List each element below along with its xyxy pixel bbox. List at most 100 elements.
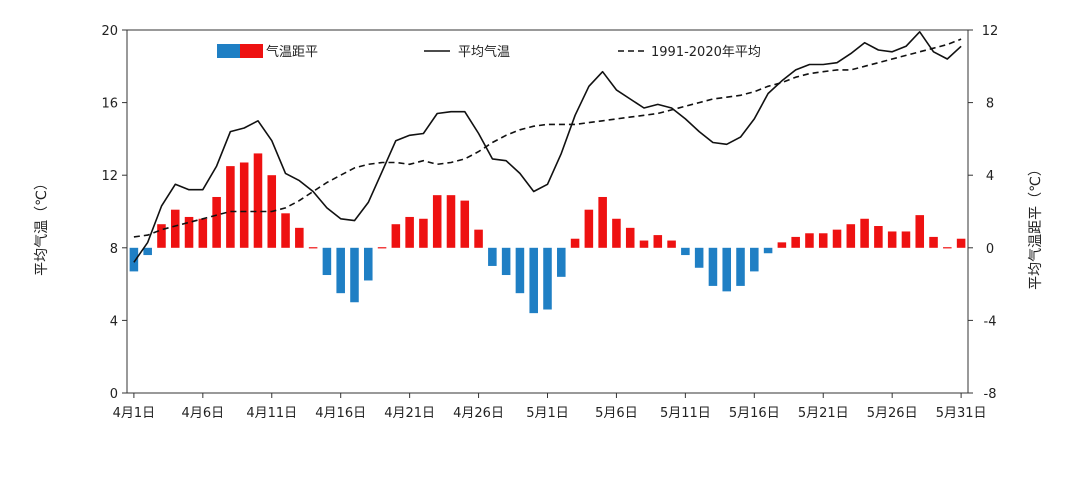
anomaly-bar	[405, 216, 414, 248]
x-tick-label: 5月21日	[798, 406, 849, 421]
left-axis-title: 平均气温（℃）	[34, 176, 50, 276]
anomaly-bar	[474, 229, 483, 248]
x-tick-label: 5月1日	[526, 406, 569, 421]
legend-label-anomaly: 气温距平	[266, 44, 318, 60]
anomaly-bar	[460, 200, 470, 248]
anomaly-bar	[763, 247, 773, 254]
left-tick-label: 8	[110, 242, 118, 257]
anomaly-bar	[874, 226, 883, 248]
anomaly-bar	[529, 247, 538, 314]
anomaly-bar	[639, 240, 649, 248]
anomaly-bar	[570, 238, 580, 248]
anomaly-bar	[212, 196, 221, 248]
anomaly-bar	[419, 218, 428, 248]
anomaly-bar	[391, 224, 401, 248]
anomaly-bar	[143, 247, 152, 256]
legend-swatch-negative	[217, 44, 240, 58]
climate-normal-line	[133, 38, 962, 238]
anomaly-bar	[598, 196, 607, 248]
anomaly-bar	[336, 247, 345, 294]
anomaly-bar	[501, 247, 511, 276]
anomaly-bar	[846, 224, 856, 248]
anomaly-bars	[129, 153, 966, 314]
anomaly-bar	[184, 216, 194, 248]
legend-label-climate-normal: 1991-2020年平均	[651, 45, 761, 60]
anomaly-bar	[226, 166, 235, 248]
left-axis-ticks: 0 4 8 12 16 20	[101, 24, 127, 402]
anomaly-bar	[488, 247, 497, 266]
anomaly-bar	[377, 247, 387, 249]
anomaly-bar	[198, 218, 208, 248]
anomaly-bar	[818, 233, 828, 248]
left-tick-label: 20	[101, 24, 118, 39]
temperature-lines	[133, 30, 962, 263]
anomaly-bar	[887, 231, 897, 248]
left-tick-label: 16	[101, 97, 118, 112]
anomaly-bar	[308, 247, 318, 249]
anomaly-bar	[929, 236, 938, 248]
anomaly-bar	[239, 162, 249, 248]
anomaly-bar	[557, 247, 566, 277]
x-tick-label: 4月11日	[246, 406, 297, 421]
anomaly-bar	[281, 213, 290, 248]
anomaly-bar	[777, 242, 787, 248]
x-tick-label: 4月21日	[384, 406, 435, 421]
anomaly-bar	[584, 209, 594, 248]
left-tick-label: 4	[110, 314, 118, 329]
anomaly-bar	[750, 247, 759, 272]
right-tick-label: -4	[984, 314, 997, 329]
right-tick-label: 12	[982, 24, 999, 39]
anomaly-bar	[708, 247, 718, 286]
anomaly-bar	[625, 227, 635, 248]
x-tick-label: 5月16日	[729, 406, 780, 421]
anomaly-bar	[805, 233, 814, 248]
right-tick-label: -8	[984, 387, 997, 402]
right-axis-ticks: -8 -4 0 4 8 12	[968, 24, 998, 402]
anomaly-bar	[295, 227, 304, 248]
anomaly-bar	[432, 195, 442, 248]
anomaly-bar	[543, 247, 552, 310]
anomaly-bar	[129, 247, 139, 272]
anomaly-bar	[722, 247, 732, 292]
anomaly-bar	[681, 247, 690, 256]
mean-temperature-line	[133, 30, 962, 263]
legend-swatch-positive	[240, 44, 263, 58]
anomaly-bar	[157, 224, 166, 248]
anomaly-bar	[667, 240, 676, 248]
legend-label-mean: 平均气温	[458, 44, 510, 60]
right-tick-label: 0	[986, 242, 994, 257]
anomaly-bar	[322, 247, 332, 276]
right-tick-label: 8	[986, 97, 994, 112]
anomaly-bar	[694, 247, 704, 268]
x-tick-label: 4月1日	[113, 406, 156, 421]
x-tick-label: 4月16日	[315, 406, 366, 421]
anomaly-bar	[515, 247, 525, 294]
anomaly-bar	[612, 218, 621, 248]
legend: 气温距平 平均气温 1991-2020年平均	[217, 44, 761, 60]
anomaly-bar	[860, 218, 869, 248]
right-tick-label: 4	[986, 169, 994, 184]
anomaly-bar	[653, 235, 663, 248]
anomaly-bar	[363, 247, 373, 281]
anomaly-bar	[901, 231, 911, 248]
x-tick-label: 5月11日	[660, 406, 711, 421]
anomaly-bar	[446, 195, 456, 248]
x-tick-label: 4月26日	[453, 406, 504, 421]
x-tick-label: 5月31日	[936, 406, 987, 421]
anomaly-bar	[170, 209, 180, 248]
x-tick-label: 5月6日	[595, 406, 638, 421]
anomaly-bar	[350, 247, 359, 303]
anomaly-bar	[943, 247, 952, 249]
anomaly-bar	[915, 215, 925, 248]
x-tick-label: 5月26日	[867, 406, 918, 421]
anomaly-bar	[791, 236, 800, 248]
anomaly-bar	[956, 238, 966, 248]
left-tick-label: 12	[101, 169, 118, 184]
anomaly-bar	[736, 247, 745, 286]
x-axis-ticks: 4月1日 4月6日 4月11日 4月16日 4月21日 4月26日 5月1日 5月6日 5月11…	[113, 393, 987, 421]
x-tick-label: 4月6日	[182, 406, 225, 421]
anomaly-bar	[253, 153, 263, 248]
left-tick-label: 0	[110, 387, 118, 402]
right-axis-title: 平均气温距平（℃）	[1028, 162, 1044, 290]
anomaly-bar	[832, 229, 842, 248]
